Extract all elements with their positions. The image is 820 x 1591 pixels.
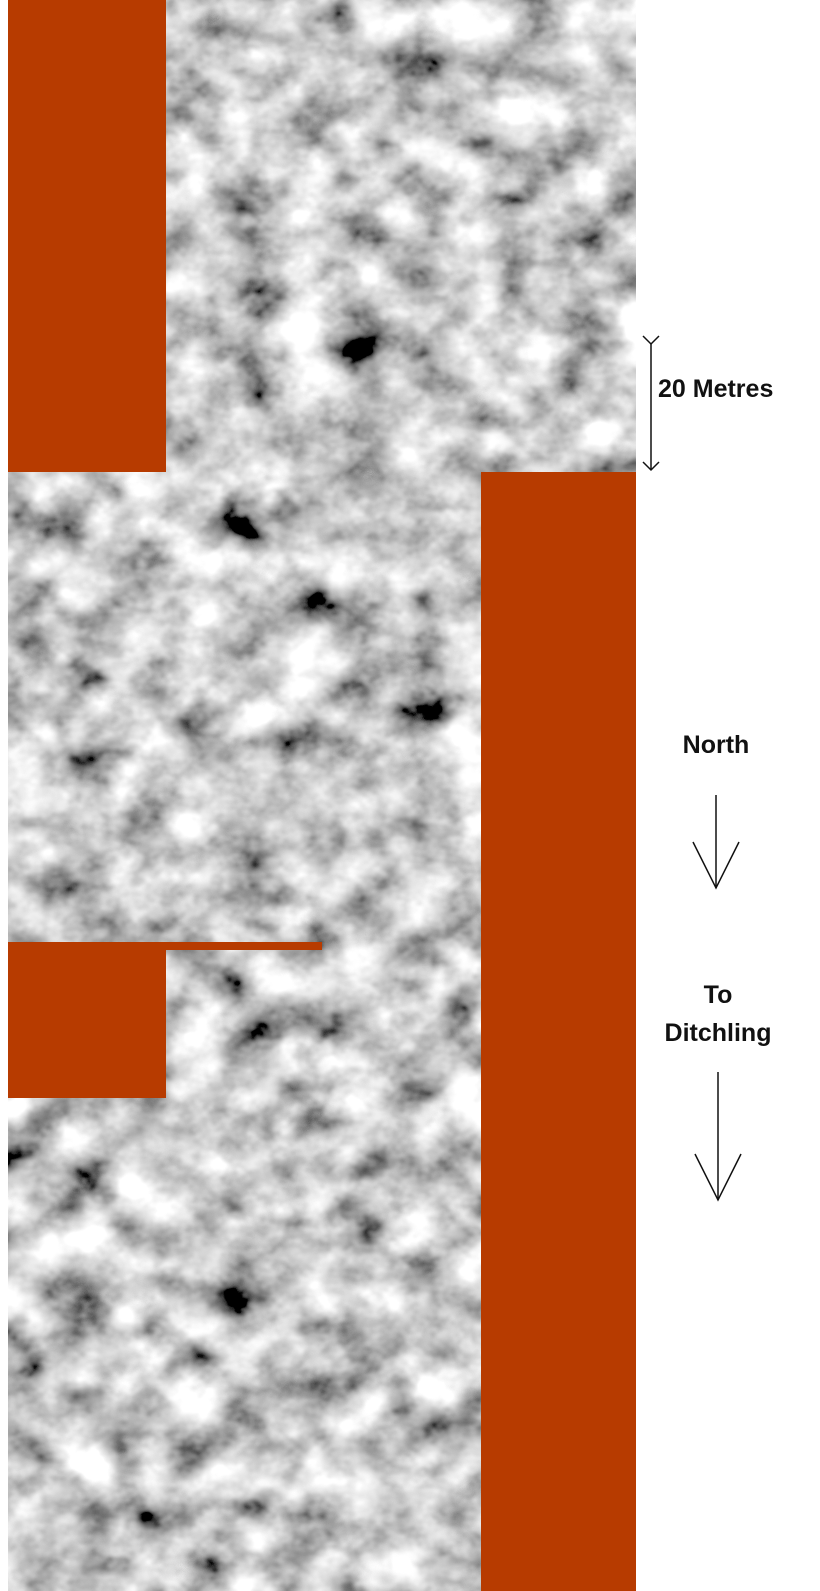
unsurveyed-block <box>8 942 322 950</box>
unsurveyed-block <box>8 0 166 472</box>
destination-label: To <box>704 981 733 1009</box>
direction-label: North <box>683 731 750 759</box>
unsurveyed-block <box>8 942 166 1098</box>
unsurveyed-block <box>481 472 636 1591</box>
destination-label: Ditchling <box>665 1019 772 1047</box>
page: {"labels": {"scale": "20 Metres", "direc… <box>0 0 820 1591</box>
scale-label: 20 Metres <box>658 375 773 403</box>
survey-map: 20 Metres North To Ditchling <box>0 0 820 1591</box>
